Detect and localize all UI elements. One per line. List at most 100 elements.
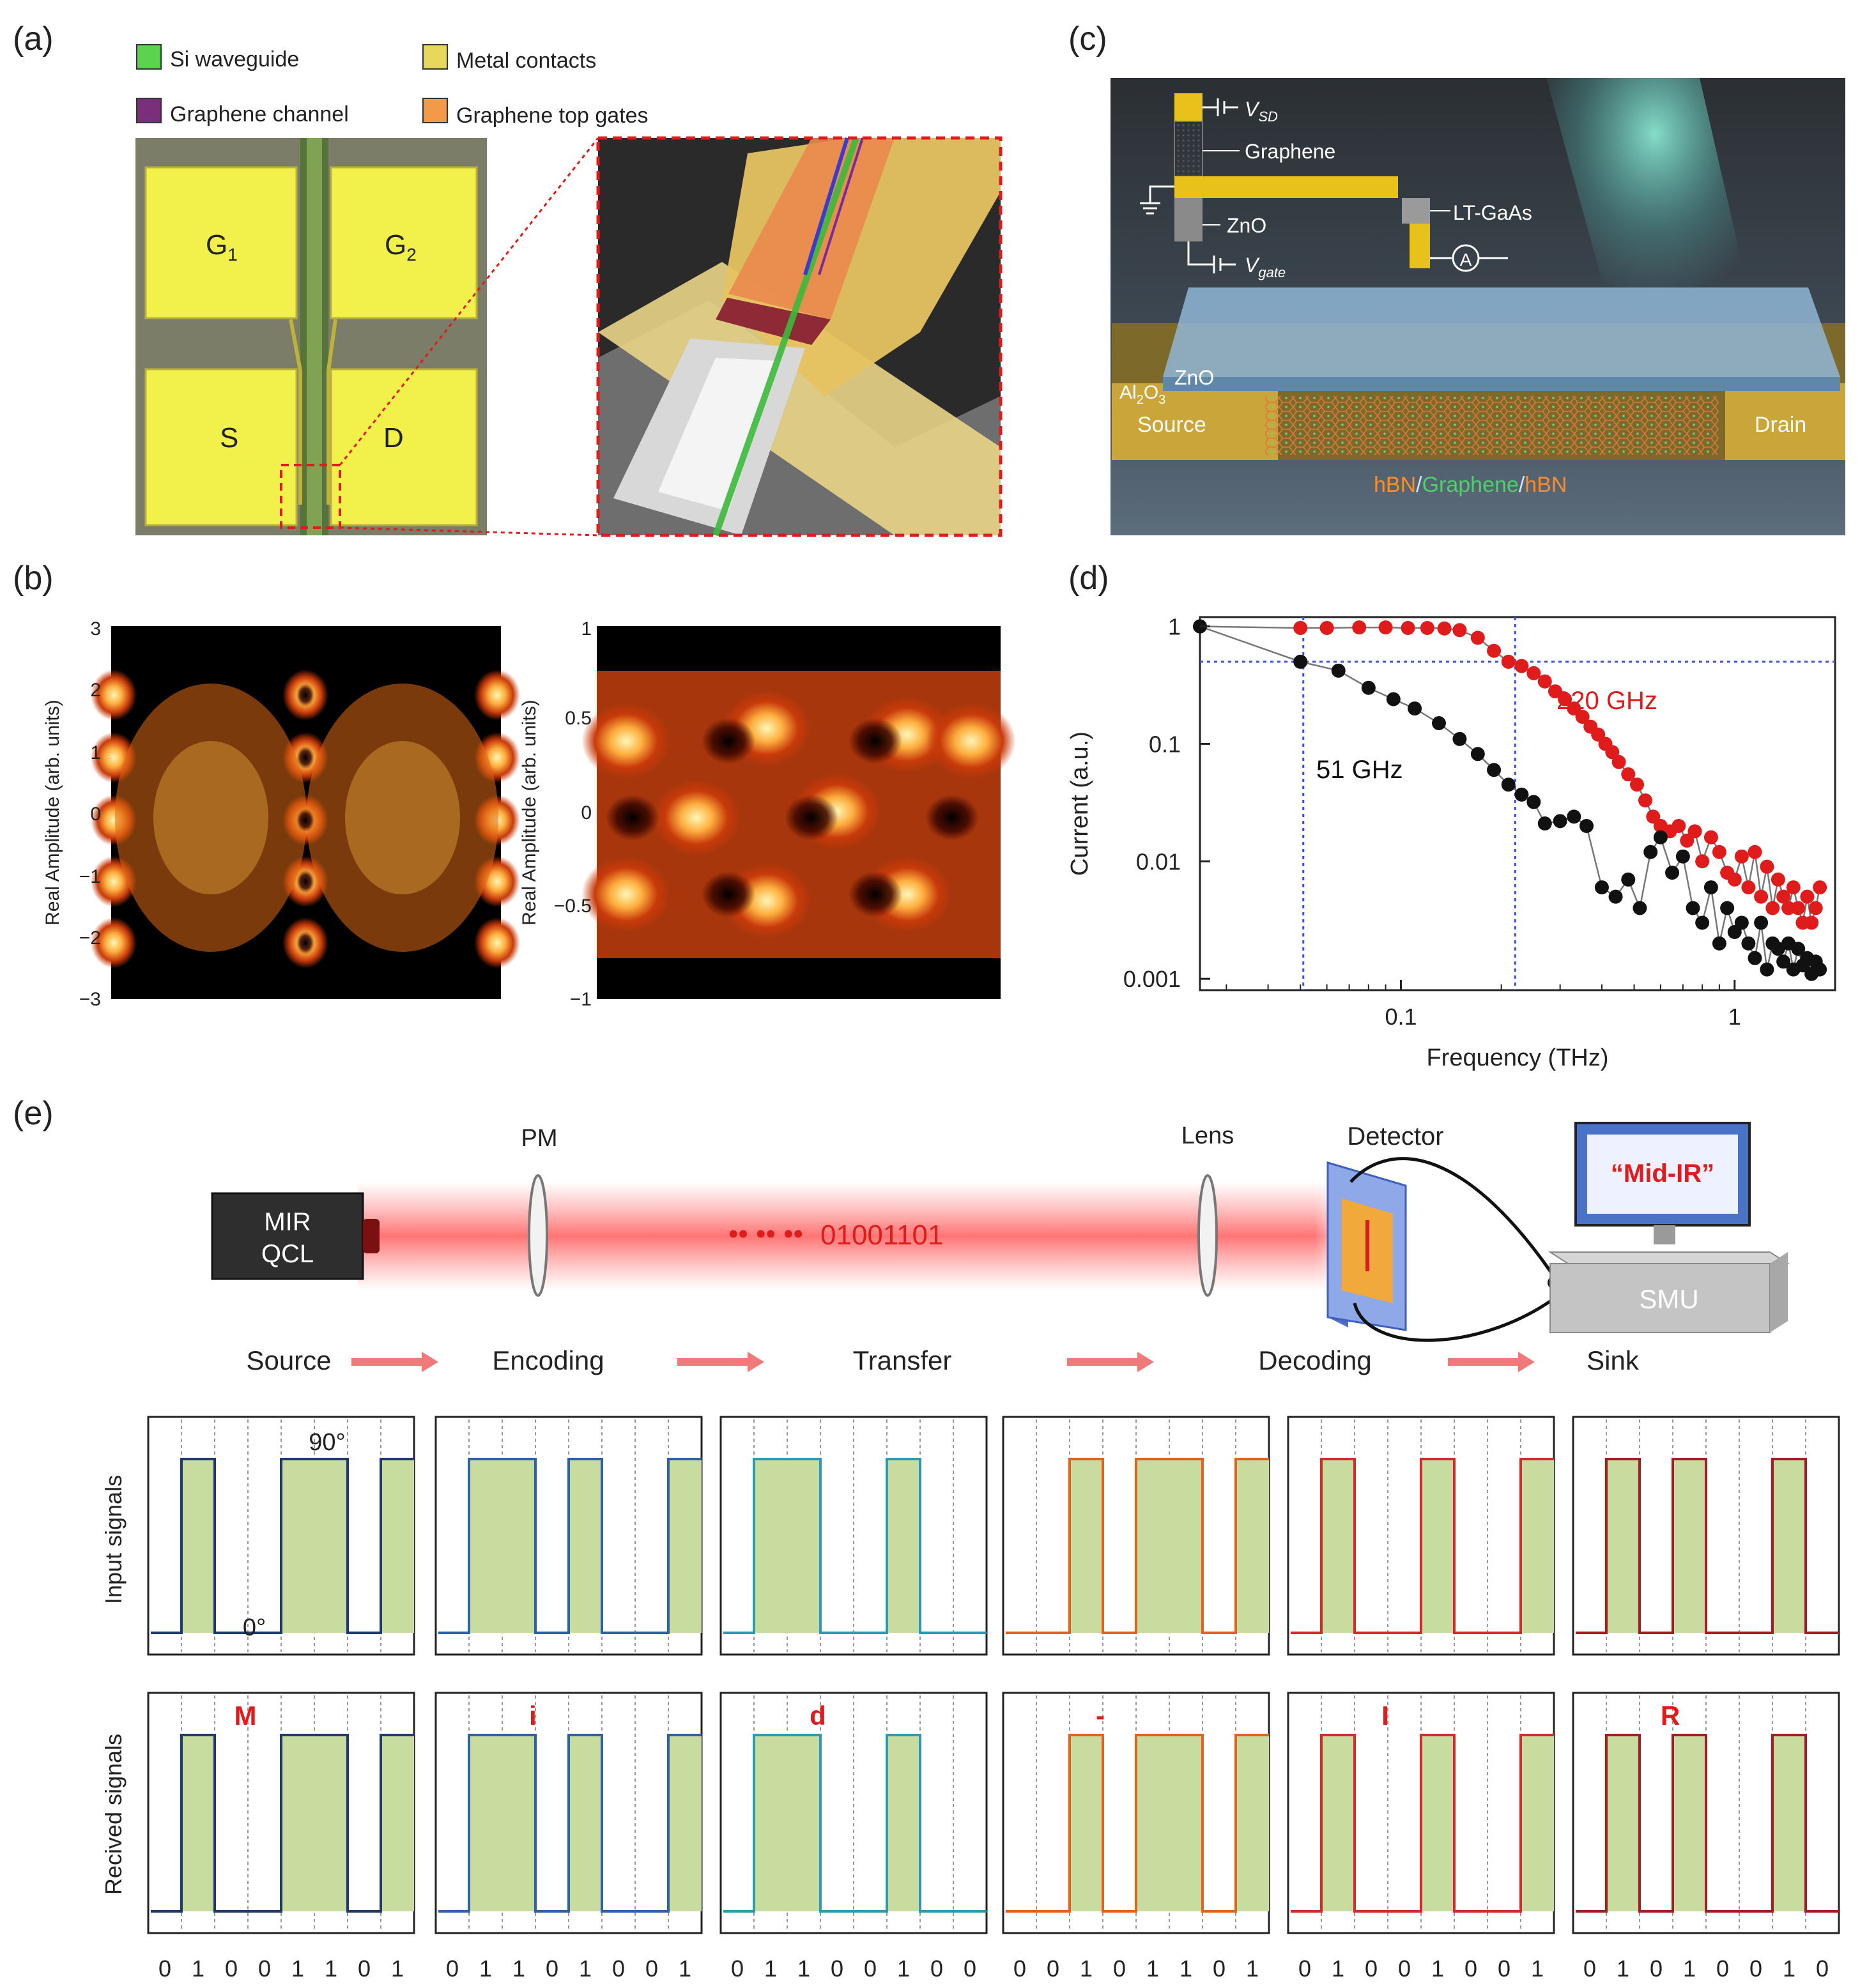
bit-fill bbox=[502, 1735, 535, 1911]
legend-swatch-graphene-channel bbox=[136, 98, 162, 123]
eye-blob bbox=[91, 917, 137, 968]
data-point bbox=[1712, 845, 1726, 859]
data-point bbox=[1594, 880, 1609, 895]
panel-e-label: (e) bbox=[13, 1095, 54, 1132]
bit-label: 0 bbox=[1047, 1955, 1059, 1982]
received-waveform bbox=[723, 1734, 987, 1913]
panel-d-label: (d) bbox=[1068, 560, 1109, 597]
lens-label: Lens bbox=[1181, 1122, 1234, 1149]
data-point bbox=[1575, 710, 1590, 724]
zno-large-label: ZnO bbox=[1174, 366, 1214, 389]
pad-g1-sub: 1 bbox=[227, 245, 238, 264]
eye-blob bbox=[581, 856, 671, 933]
bit-fill bbox=[569, 1459, 602, 1633]
bit-fill bbox=[1136, 1735, 1169, 1911]
bit-fill bbox=[1136, 1459, 1169, 1633]
bit-fill bbox=[1606, 1459, 1640, 1633]
bit-fill bbox=[281, 1459, 314, 1633]
data-point bbox=[1514, 659, 1529, 673]
data-point bbox=[1695, 854, 1710, 869]
bit-fill bbox=[1606, 1735, 1640, 1911]
bit-fill bbox=[281, 1735, 314, 1911]
data-point bbox=[1611, 754, 1626, 769]
data-point bbox=[1771, 872, 1785, 887]
bit-label: 0 bbox=[645, 1955, 658, 1982]
received-waveform bbox=[1291, 1734, 1554, 1913]
data-point bbox=[1487, 643, 1502, 658]
smu-label: SMU bbox=[1639, 1284, 1698, 1314]
data-point bbox=[1452, 731, 1467, 746]
data-point bbox=[1470, 747, 1485, 761]
device-micrograph: G1 G2 S D bbox=[135, 138, 487, 535]
data-point bbox=[1703, 880, 1718, 895]
received-waveform bbox=[438, 1734, 702, 1913]
eye-diagram-left: 3 2 1 0 −1 −2 −3 Real Amplitude (arb. un… bbox=[42, 618, 520, 1010]
data-point bbox=[1791, 942, 1806, 956]
data-point bbox=[1514, 787, 1529, 802]
bit-label: 1 bbox=[797, 1955, 810, 1982]
arrow-3-icon bbox=[1067, 1352, 1154, 1372]
row-label-received: Recived signals bbox=[100, 1734, 127, 1895]
qcl-label-line2: QCL bbox=[261, 1240, 314, 1268]
stage-flow: Source Encoding Transfer Decoding Sink bbox=[246, 1345, 1639, 1375]
data-point bbox=[1686, 901, 1700, 915]
bit-label: 0 bbox=[1816, 1955, 1829, 1982]
chart-ylabel: Current (a.u.) bbox=[1066, 731, 1093, 876]
bit-label: 0 bbox=[446, 1955, 459, 1982]
data-point bbox=[1748, 951, 1762, 965]
frequency-response-chart: 0.1 1 1 0.1 0.01 0.001 Frequency (THz) Curren… bbox=[1066, 614, 1836, 1071]
bit-fill bbox=[1236, 1735, 1269, 1911]
data-point bbox=[1776, 889, 1791, 904]
bit-fill bbox=[787, 1459, 820, 1633]
data-point bbox=[1808, 901, 1823, 915]
vgate-label: V bbox=[1245, 254, 1260, 277]
detector-wire-bottom bbox=[1353, 1292, 1563, 1342]
panel-b-label: (b) bbox=[13, 560, 54, 597]
bit-label: 1 bbox=[291, 1955, 304, 1982]
svg-text:VSD: VSD bbox=[1245, 98, 1278, 125]
vsd-sub: SD bbox=[1258, 109, 1278, 125]
panel-d: (d) 0.1 1 1 0.1 0.01 0.001 Frequency (THz) Cu… bbox=[1066, 560, 1836, 1071]
zno-small-label: ZnO bbox=[1227, 214, 1266, 237]
data-point bbox=[1567, 809, 1581, 824]
smu-instrument: “Mid-IR” SMU bbox=[1548, 1122, 1790, 1333]
x-tick-label: 1 bbox=[1728, 1004, 1741, 1030]
data-point bbox=[1470, 631, 1485, 645]
detector: Detector bbox=[1326, 1122, 1571, 1342]
signal-panels: M0 1 0 0 1 1 0 1i0 1 1 0 1 0 0 1d0 1 1 0 0 1 0 0-0 0 1 0 1 1 0 1I0 1 0… bbox=[147, 1416, 1840, 1982]
bit-fill bbox=[668, 1735, 702, 1911]
pad-d bbox=[330, 368, 478, 526]
data-point bbox=[1695, 915, 1710, 930]
bit-label: 1 bbox=[192, 1955, 204, 1982]
panel-a-legend: Si waveguide Graphene channel Metal cont… bbox=[136, 44, 649, 128]
bit-fill bbox=[1673, 1459, 1706, 1633]
data-point bbox=[1734, 915, 1749, 930]
input-waveform bbox=[1006, 1458, 1269, 1634]
data-point bbox=[1754, 889, 1769, 904]
legend-swatch-graphene-top-gates bbox=[422, 98, 448, 123]
bit-label: 0 bbox=[258, 1955, 271, 1982]
eye-blob bbox=[474, 669, 520, 721]
bit-label: 0 bbox=[1749, 1955, 1762, 1982]
drain-label: Drain bbox=[1755, 413, 1806, 437]
data-point bbox=[1791, 901, 1806, 915]
signal-column-0: M0 1 0 0 1 1 0 1 bbox=[147, 1416, 415, 1982]
pad-s bbox=[144, 368, 298, 526]
data-point bbox=[1501, 654, 1516, 669]
panel-c: (c) VSD Graphene ZnO LT-GaAs Vgate bbox=[1068, 20, 1845, 535]
data-point bbox=[1537, 674, 1552, 689]
data-point bbox=[1800, 889, 1815, 904]
data-point bbox=[1687, 824, 1702, 839]
data-point bbox=[1331, 663, 1346, 678]
detector-wire-top bbox=[1349, 1157, 1561, 1285]
panel-a-label: (a) bbox=[13, 20, 54, 57]
bit-fill bbox=[1070, 1459, 1103, 1633]
bit-fill bbox=[1070, 1735, 1103, 1911]
data-point bbox=[1401, 620, 1415, 635]
bit-fill bbox=[1169, 1735, 1203, 1911]
legend-metal-contacts: Metal contacts bbox=[456, 49, 596, 73]
data-point bbox=[1293, 620, 1308, 635]
left-ylabel: Real Amplitude (arb. units) bbox=[42, 700, 63, 926]
data-point bbox=[1748, 845, 1762, 859]
data-point bbox=[1437, 621, 1452, 636]
